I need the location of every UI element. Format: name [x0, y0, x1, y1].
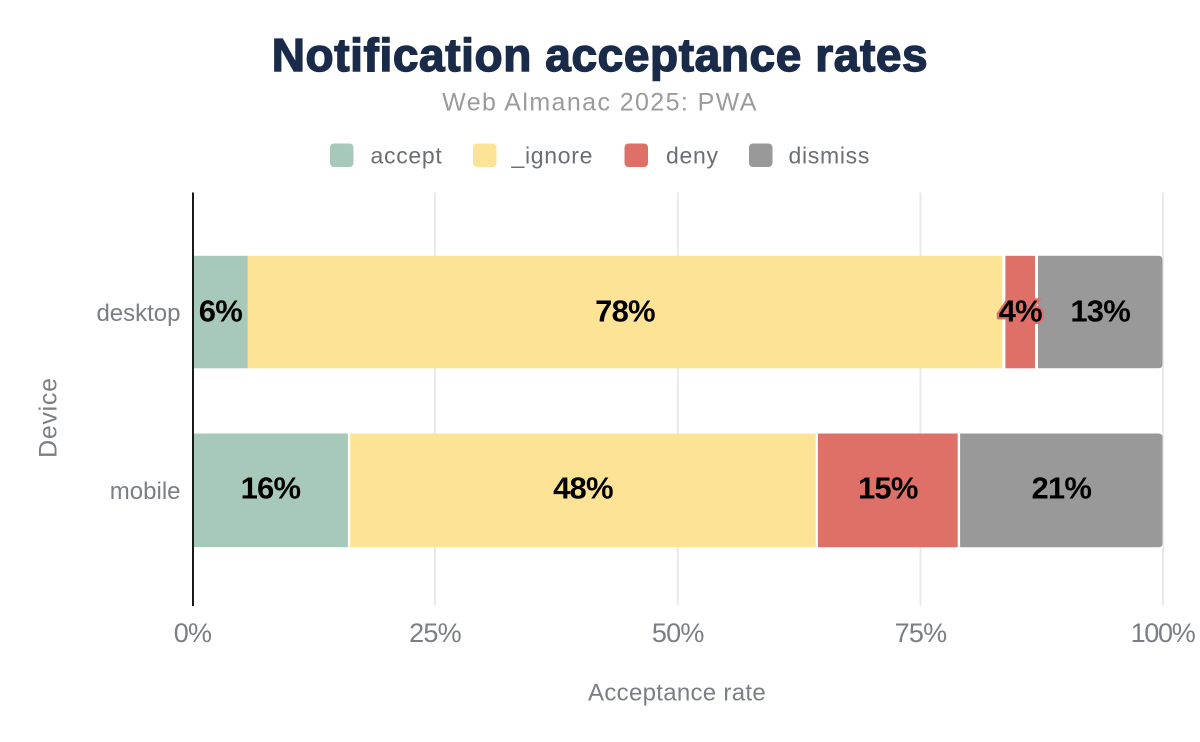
svg-text:78%: 78% [595, 294, 655, 329]
svg-text:0%: 0% [174, 618, 212, 648]
svg-text:16%: 16% [241, 471, 301, 506]
svg-text:48%: 48% [553, 471, 613, 506]
svg-text:Acceptance rate: Acceptance rate [588, 680, 766, 707]
svg-text:75%: 75% [895, 618, 947, 648]
svg-text:Notification acceptance rates: Notification acceptance rates [272, 29, 929, 81]
svg-text:21%: 21% [1031, 471, 1091, 506]
svg-text:desktop: desktop [96, 300, 180, 327]
svg-text:Web Almanac 2025: PWA: Web Almanac 2025: PWA [442, 89, 758, 117]
svg-text:100%: 100% [1131, 618, 1196, 648]
svg-text:15%: 15% [858, 471, 918, 506]
svg-text:50%: 50% [652, 618, 704, 648]
svg-text:Device: Device [34, 377, 62, 458]
svg-text:4%: 4% [999, 294, 1042, 329]
svg-text:13%: 13% [1070, 294, 1130, 329]
svg-text:6%: 6% [199, 294, 242, 329]
svg-text:deny: deny [666, 143, 719, 169]
svg-text:_ignore: _ignore [511, 143, 594, 169]
svg-text:accept: accept [371, 143, 443, 169]
svg-text:mobile: mobile [110, 478, 181, 505]
svg-text:25%: 25% [409, 618, 461, 648]
svg-text:dismiss: dismiss [789, 143, 871, 169]
